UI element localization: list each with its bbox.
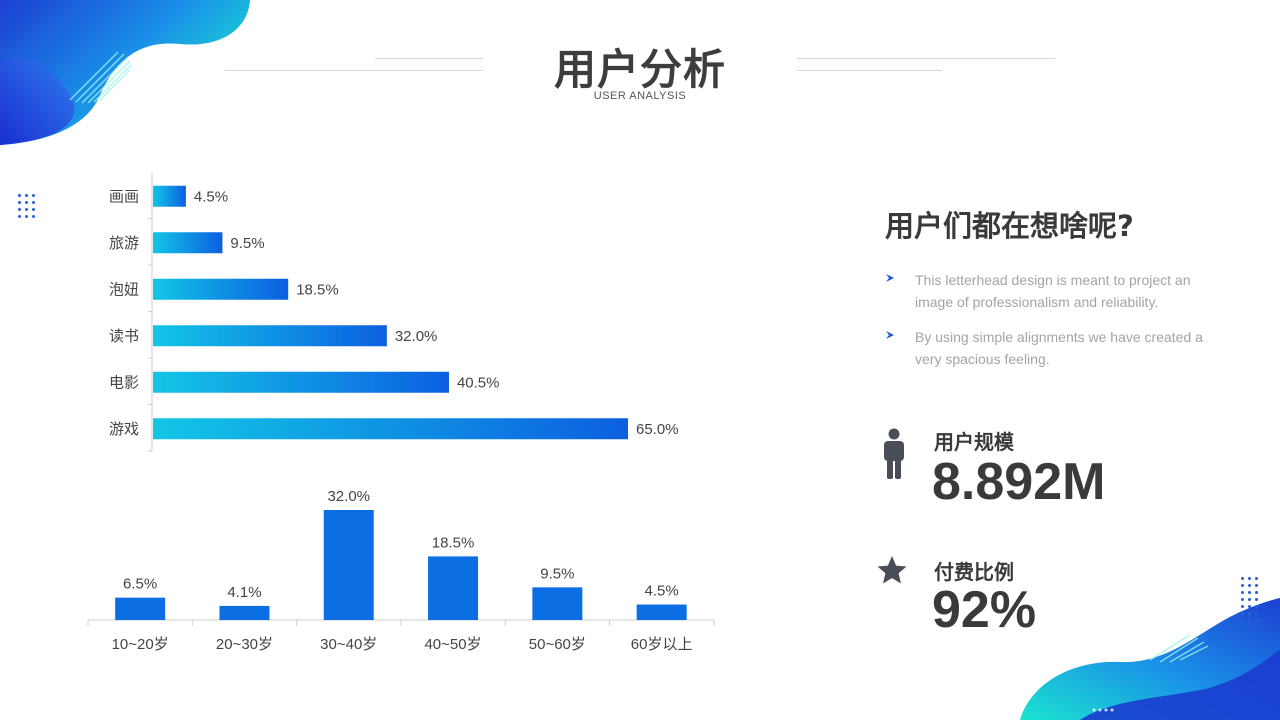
data-label: 40.5% <box>457 374 500 391</box>
page-title: 用户分析 <box>553 45 726 94</box>
column <box>532 587 583 620</box>
page-subtitle: USER ANALYSIS <box>593 90 687 102</box>
column <box>323 510 374 620</box>
bullet-item: By using simple alignments we have creat… <box>885 326 1205 370</box>
column <box>428 556 479 620</box>
category-label: 10~20岁 <box>112 636 169 653</box>
category-label: 30~40岁 <box>320 636 377 653</box>
data-label: 32.0% <box>395 328 438 345</box>
bar <box>153 325 387 347</box>
column <box>219 605 270 620</box>
category-label: 读书 <box>109 328 139 345</box>
decorative-dots-right <box>1241 577 1258 622</box>
bullet-text: By using simple alignments we have creat… <box>915 329 1203 367</box>
category-label: 40~50岁 <box>424 636 481 653</box>
data-label: 65.0% <box>636 421 679 438</box>
decorative-wave-top-left <box>0 0 250 146</box>
category-label: 泡妞 <box>109 281 139 298</box>
decorative-dots-left <box>18 194 35 218</box>
bullet-item: This letterhead design is meant to proje… <box>885 269 1205 313</box>
bar <box>153 371 449 393</box>
category-label: 20~30岁 <box>216 636 273 653</box>
paid-ratio-value: 92% <box>932 581 1037 639</box>
paid-ratio-label: 付费比例 <box>934 560 1014 584</box>
data-label: 4.5% <box>194 188 228 205</box>
data-label: 9.5% <box>230 235 264 252</box>
bar <box>153 232 223 254</box>
data-label: 32.0% <box>327 488 370 505</box>
data-label: 18.5% <box>296 281 339 298</box>
title-divider-left-short <box>375 58 483 59</box>
decorative-wave-bottom-right <box>1020 598 1280 720</box>
user-scale-label: 用户规模 <box>934 430 1014 454</box>
bar <box>153 278 289 300</box>
data-label: 4.5% <box>645 583 679 600</box>
category-label: 旅游 <box>109 235 139 252</box>
data-label: 9.5% <box>540 565 574 582</box>
bullet-text: This letterhead design is meant to proje… <box>915 272 1191 310</box>
data-label: 4.1% <box>227 584 261 601</box>
category-label: 电影 <box>109 374 139 391</box>
person-icon <box>884 428 904 479</box>
category-label: 画画 <box>109 188 139 205</box>
column <box>636 604 687 620</box>
age-column-chart: 6.5% 10~20岁 4.1% 20~30岁 32.0% 30~40岁 18.5% 40~5… <box>87 488 715 653</box>
title-divider-right-short <box>797 70 942 71</box>
data-label: 18.5% <box>432 534 475 551</box>
category-label: 50~60岁 <box>529 636 586 653</box>
category-label: 60岁以上 <box>631 636 693 653</box>
arrow-bullet-icon <box>886 331 894 339</box>
category-label: 游戏 <box>109 421 139 438</box>
bar <box>153 185 186 207</box>
title-divider-right-long <box>797 58 1055 59</box>
title-divider-left-long <box>225 70 483 71</box>
interest-bar-chart: 画画 4.5% 旅游 9.5% 泡妞 18.5% 读书 32.0% 电影 40.5% 游戏 65.0% <box>109 172 679 452</box>
data-label: 6.5% <box>123 576 157 593</box>
bar <box>153 418 628 440</box>
column <box>115 597 166 620</box>
section-heading: 用户们都在想啥呢? <box>885 209 1134 243</box>
star-icon <box>877 556 907 584</box>
user-scale-value: 8.892M <box>932 453 1106 511</box>
arrow-bullet-icon <box>886 274 894 282</box>
